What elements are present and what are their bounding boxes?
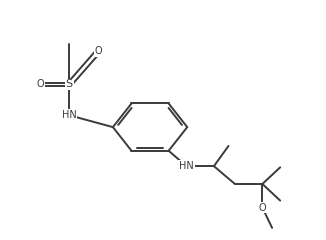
Text: HN: HN (62, 110, 77, 120)
Text: O: O (95, 46, 102, 56)
Text: S: S (66, 79, 73, 90)
Text: O: O (259, 203, 266, 213)
Text: HN: HN (179, 161, 194, 171)
Text: O: O (37, 79, 44, 90)
